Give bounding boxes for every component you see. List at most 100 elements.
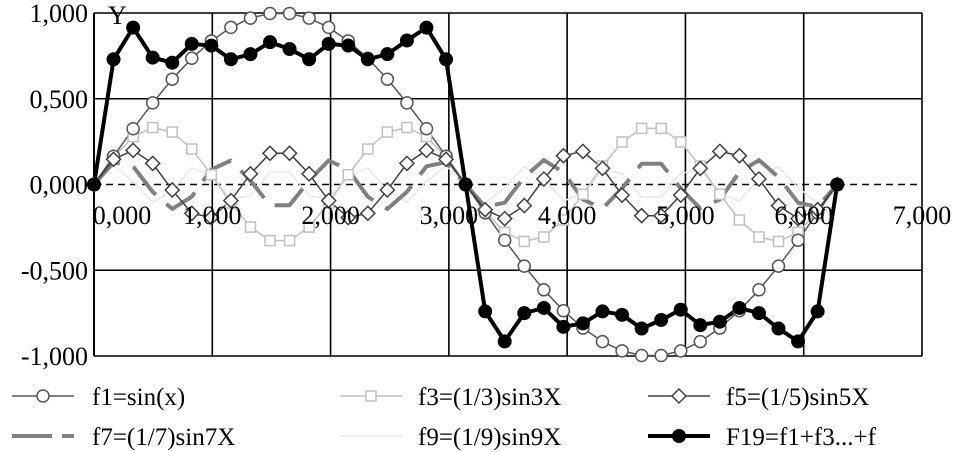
series-2-point [205, 168, 218, 181]
series-6-point [536, 300, 551, 315]
series-1-point [517, 259, 532, 273]
series-6-point [693, 318, 708, 333]
series-1-point [693, 334, 708, 349]
series-6-point [184, 36, 199, 51]
series-1-point [634, 348, 649, 363]
series-2-point [401, 121, 413, 134]
legend: f1=sin(x) f3=(1/3)sin3X f5=(1/5)sin5X f7=(1… [12, 384, 877, 451]
series-3-point [164, 181, 181, 199]
series-3-point [183, 205, 200, 222]
series-3-point [574, 143, 592, 160]
series-2-point [186, 143, 198, 155]
series-1-point [400, 96, 414, 110]
series-2-point [714, 188, 726, 201]
series-2-point [733, 214, 746, 226]
series-3-point [105, 151, 122, 168]
series-3-point [594, 160, 611, 177]
series-2-point [381, 126, 394, 138]
series-1-point [126, 122, 140, 136]
series-6-point [751, 306, 766, 321]
series-1-point [302, 11, 316, 25]
series-6-point [654, 312, 669, 327]
series-6-point [595, 304, 610, 319]
series-3-point [359, 205, 376, 222]
series-6-point [732, 300, 747, 315]
x-tick-label: 6,000 [774, 201, 833, 230]
series-3-point [125, 142, 142, 159]
series-2-point [772, 235, 785, 248]
legend-label: F19=f1+f3...+f [726, 424, 877, 451]
series-2-point [166, 126, 178, 138]
x-tick-label: 7,000 [893, 201, 952, 230]
legend-label: f3=(1/3)sin3X [418, 384, 561, 411]
legend-swatch-marker [670, 387, 688, 405]
series-3-point [281, 145, 298, 162]
series-2-point [518, 235, 531, 248]
legend-swatch-marker [36, 389, 50, 403]
series-1-point [752, 283, 766, 297]
series-2-point [538, 231, 550, 243]
series-6-point [575, 316, 590, 331]
series-6-point [458, 177, 473, 192]
series-6-point [106, 52, 121, 67]
legend-item-3: f5=(1/5)sin5X [648, 384, 869, 411]
series-6-point [615, 307, 630, 322]
series-6-point [321, 36, 336, 51]
y-tick-label: 0,500 [30, 85, 89, 114]
y-tick-label: -1,000 [21, 342, 88, 371]
series-2-point [577, 188, 589, 201]
series-1-point [595, 334, 610, 349]
y-tick-label: 1,000 [30, 0, 89, 28]
series-1-point [263, 6, 277, 21]
series-2-point [146, 121, 159, 134]
series-1-point [497, 233, 512, 247]
series-2-point [303, 221, 315, 233]
x-tick-label: 1,000 [183, 201, 242, 230]
series-2-point [264, 234, 276, 247]
series-6-point [126, 20, 141, 35]
x-tick-label: 2,000 [301, 201, 360, 230]
series-2-point [362, 143, 374, 155]
series-6-point [478, 304, 493, 319]
series-3-point [398, 155, 415, 172]
legend-label: f7=(1/7)sin7X [92, 424, 235, 451]
series-1-point [654, 348, 668, 363]
legend-label: f9=(1/9)sin9X [418, 424, 561, 451]
legend-label: f1=sin(x) [92, 384, 185, 411]
series-6-point [360, 52, 375, 67]
series-markers [85, 6, 846, 363]
legend-item-1: f1=sin(x) [12, 384, 185, 411]
series-6-point [673, 302, 688, 317]
series-6-point [165, 55, 180, 70]
series-1-point [771, 259, 786, 273]
series-3-point [437, 151, 455, 168]
series-3-point [672, 187, 689, 204]
series-6-point [302, 52, 317, 67]
series-3-point [340, 209, 357, 226]
series-6-point [497, 334, 512, 349]
series-1-point [224, 20, 238, 35]
x-tick-label: 4,000 [538, 201, 597, 230]
y-axis-title: Y [108, 1, 127, 30]
series-6-point [517, 306, 532, 321]
series-3-point [653, 207, 670, 224]
series-6-point [830, 177, 845, 192]
series-2-point [244, 221, 257, 233]
series-2-point [635, 122, 648, 135]
series-3-point [261, 145, 279, 162]
series-6-point [204, 38, 219, 53]
series-1-point [165, 72, 179, 86]
series-6-point [145, 50, 160, 65]
series-1-point [537, 283, 551, 297]
series-1-point [321, 20, 336, 35]
series-6-point [419, 20, 434, 35]
series-1-point [556, 303, 571, 318]
legend-swatch-marker [672, 429, 686, 443]
series-1-point [185, 51, 199, 66]
series-2-point [655, 122, 667, 135]
series-6-point [556, 319, 571, 334]
series-1-point [282, 6, 297, 21]
series-3-point [750, 170, 768, 188]
series-1-point [419, 122, 434, 136]
